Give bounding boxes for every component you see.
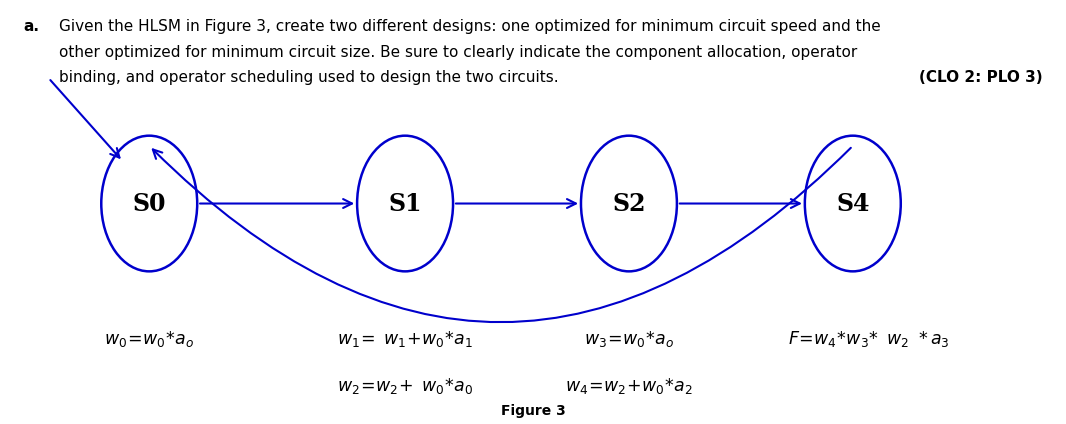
Text: binding, and operator scheduling used to design the two circuits.: binding, and operator scheduling used to… (59, 70, 559, 85)
Text: a.: a. (23, 19, 39, 34)
Text: $w_1\!=\ w_1\!+\!w_0\!*\!a_1$: $w_1\!=\ w_1\!+\!w_0\!*\!a_1$ (337, 329, 473, 349)
Text: S2: S2 (612, 192, 646, 215)
Text: $w_3\!=\!w_0\!*\!a_o$: $w_3\!=\!w_0\!*\!a_o$ (584, 329, 674, 349)
Text: other optimized for minimum circuit size. Be sure to clearly indicate the compon: other optimized for minimum circuit size… (59, 45, 857, 59)
Text: $w_4\!=\!w_2\!+\!w_0\!*\!a_2$: $w_4\!=\!w_2\!+\!w_0\!*\!a_2$ (565, 376, 693, 396)
Text: S4: S4 (836, 192, 870, 215)
Text: $w_2\!=\!w_2\!+\ w_0\!*\!a_0$: $w_2\!=\!w_2\!+\ w_0\!*\!a_0$ (337, 376, 473, 396)
Text: $F\!=\!w_4\!*\!w_3\!*\ w_2\ *a_3$: $F\!=\!w_4\!*\!w_3\!*\ w_2\ *a_3$ (788, 329, 950, 349)
Text: S1: S1 (388, 192, 422, 215)
Text: (CLO 2: PLO 3): (CLO 2: PLO 3) (919, 70, 1043, 85)
Text: $w_0\!=\!w_0\!*\!a_o$: $w_0\!=\!w_0\!*\!a_o$ (104, 329, 194, 349)
Text: Figure 3: Figure 3 (501, 404, 565, 418)
FancyArrowPatch shape (152, 148, 851, 322)
Text: S0: S0 (132, 192, 166, 215)
Text: Given the HLSM in Figure 3, create two different designs: one optimized for mini: Given the HLSM in Figure 3, create two d… (59, 19, 881, 34)
